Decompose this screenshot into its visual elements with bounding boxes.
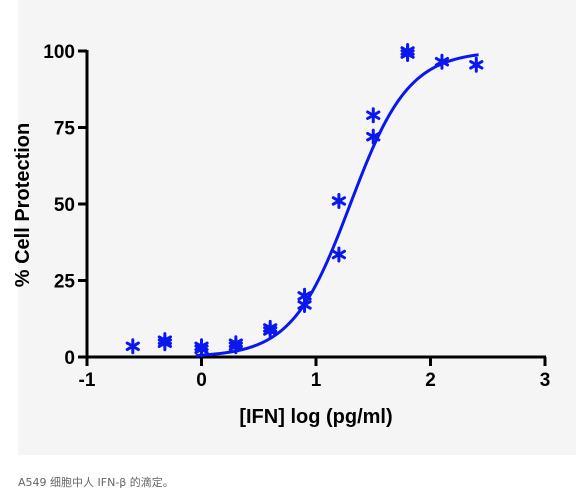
fit-curve-layer: [195, 53, 479, 357]
x-axis-title: [IFN] log (pg/ml): [239, 406, 392, 428]
data-point: [125, 338, 140, 355]
y-tick-label: 100: [43, 42, 75, 63]
figure-caption: A549 细胞中人 IFN-β 的滴定。: [18, 476, 174, 489]
data-points-layer: [125, 43, 484, 358]
y-tick-label: 0: [64, 348, 75, 369]
data-point: [331, 246, 347, 263]
x-tick-label: 0: [196, 370, 207, 391]
data-point: [469, 56, 484, 73]
data-point: [400, 46, 415, 63]
data-point: [366, 107, 381, 124]
figure-panel: [18, 0, 576, 455]
y-tick-label: 25: [54, 272, 76, 293]
data-point: [366, 128, 381, 145]
data-point: [297, 296, 312, 313]
x-tick-label: 1: [311, 370, 322, 391]
data-point: [331, 192, 347, 209]
fit-curve: [195, 53, 479, 357]
data-point: [263, 322, 278, 339]
data-point: [228, 338, 243, 355]
x-tick-label: 2: [425, 370, 436, 391]
axes: [78, 49, 547, 366]
y-tick-label: 50: [54, 195, 75, 216]
data-point: [157, 335, 172, 352]
x-tick-label: -1: [79, 370, 96, 391]
data-point: [194, 341, 209, 358]
y-tick-label: 75: [54, 119, 76, 140]
x-tick-label: 3: [540, 370, 551, 391]
y-axis-title: % Cell Protection: [12, 123, 34, 287]
data-point: [434, 53, 450, 70]
